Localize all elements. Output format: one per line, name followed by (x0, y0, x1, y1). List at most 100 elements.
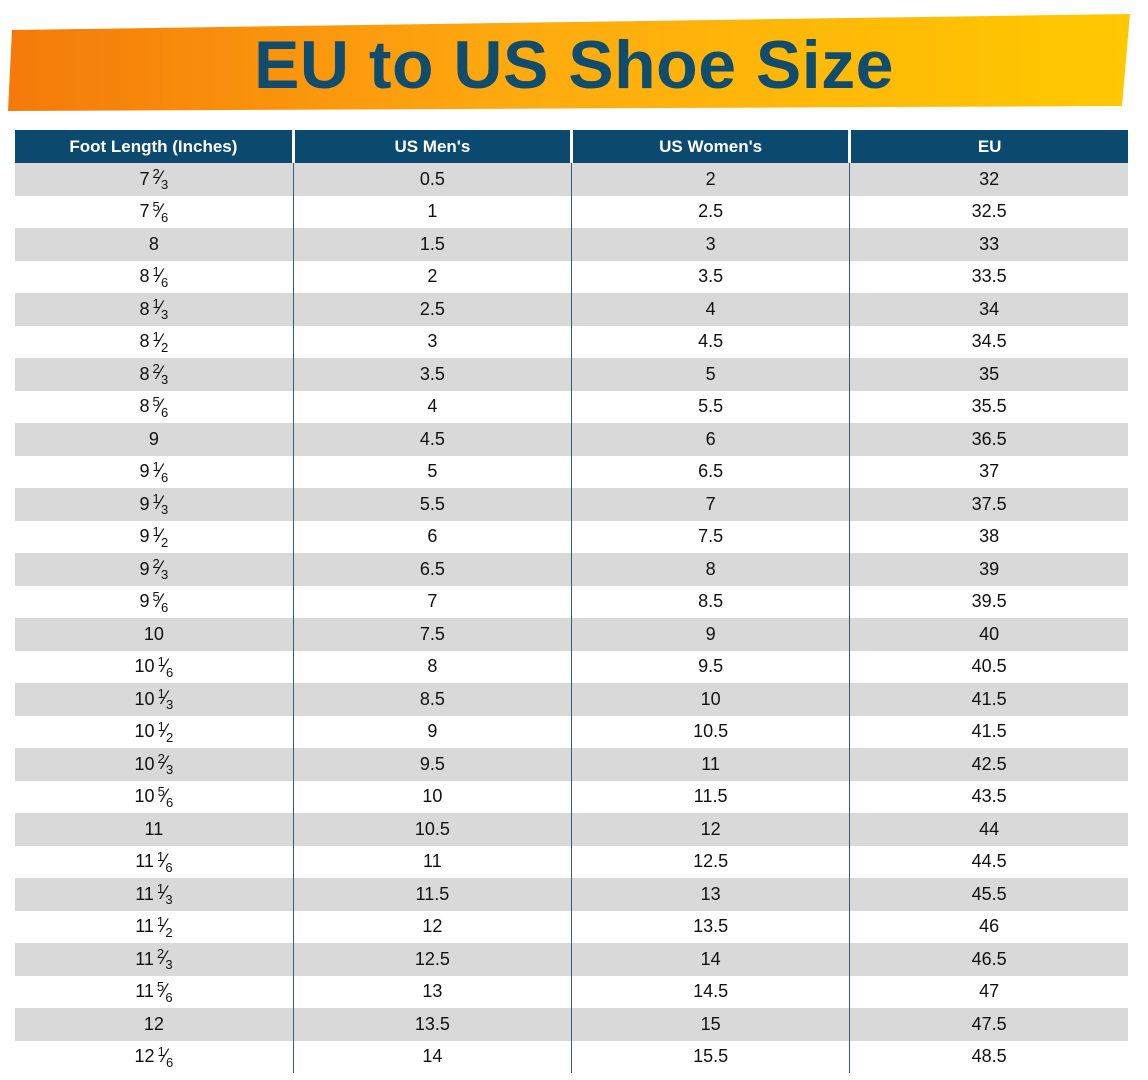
foot-length-fraction: 1⁄3 (157, 881, 173, 907)
fraction-denominator: 3 (165, 957, 173, 973)
cell-eu: 36.5 (849, 423, 1128, 456)
cell-eu: 41.5 (849, 715, 1128, 748)
foot-length-whole: 9 (139, 461, 150, 482)
cell-foot-length: 10 1⁄2 (15, 715, 294, 748)
cell-us-womens: 7 (570, 488, 850, 521)
cell-eu: 34.5 (849, 325, 1128, 358)
fraction-numerator: 1 (157, 718, 165, 734)
foot-length-whole: 7 (139, 201, 150, 222)
fraction-denominator: 3 (165, 892, 173, 908)
cell-eu: 46 (849, 910, 1128, 943)
cell-us-mens: 5.5 (292, 488, 572, 521)
cell-us-womens: 6 (570, 423, 850, 456)
table-row: 11 10.5 12 44 (15, 813, 1128, 846)
table-row: 9 1⁄6 5 6.5 37 (15, 455, 1128, 488)
table-row: 8 2⁄3 3.5 5 35 (15, 358, 1128, 391)
cell-us-womens: 2 (570, 163, 850, 196)
fraction-slash: ⁄ (158, 525, 162, 547)
foot-length-fraction: 1⁄3 (153, 491, 169, 517)
cell-us-mens: 4 (292, 390, 572, 423)
table-row: 11 5⁄6 13 14.5 47 (15, 975, 1128, 1008)
foot-length-fraction: 1⁄2 (158, 719, 174, 745)
fraction-slash: ⁄ (158, 460, 162, 482)
foot-length-whole: 10 (134, 656, 155, 677)
cell-us-mens: 0.5 (292, 163, 572, 196)
fraction-denominator: 2 (165, 729, 174, 745)
fraction-slash: ⁄ (163, 688, 167, 710)
foot-length-fraction: 2⁄3 (153, 166, 169, 192)
fraction-slash: ⁄ (158, 330, 162, 352)
cell-us-mens: 14 (292, 1040, 572, 1073)
foot-length-whole: 8 (139, 298, 150, 319)
cell-foot-length: 9 1⁄6 (15, 455, 294, 488)
header-us-womens: US Women's (569, 130, 850, 163)
cell-us-womens: 6.5 (570, 455, 850, 488)
foot-length-whole: 9 (139, 493, 150, 514)
foot-length-whole: 11 (144, 818, 164, 839)
fraction-denominator: 6 (165, 794, 174, 810)
table-row: 7 5⁄6 1 2.5 32.5 (15, 195, 1128, 228)
fraction-numerator: 5 (152, 393, 160, 409)
cell-us-mens: 2.5 (292, 293, 572, 326)
fraction-slash: ⁄ (163, 915, 167, 937)
cell-eu: 39.5 (849, 585, 1128, 618)
cell-eu: 37 (849, 455, 1128, 488)
fraction-slash: ⁄ (158, 558, 162, 580)
foot-length-fraction: 1⁄2 (157, 914, 173, 940)
cell-eu: 40.5 (849, 650, 1128, 683)
foot-length-fraction: 2⁄3 (158, 751, 174, 777)
fraction-slash: ⁄ (163, 655, 167, 677)
fraction-numerator: 5 (152, 588, 160, 604)
cell-us-womens: 7.5 (570, 520, 850, 553)
fraction-slash: ⁄ (163, 785, 167, 807)
cell-us-mens: 6.5 (292, 553, 572, 586)
fraction-slash: ⁄ (163, 1045, 167, 1067)
table-row: 9 2⁄3 6.5 8 39 (15, 553, 1128, 586)
foot-length-fraction: 1⁄6 (158, 1044, 174, 1070)
foot-length-whole: 11 (135, 883, 154, 904)
fraction-numerator: 2 (152, 361, 160, 377)
foot-length-whole: 12 (143, 1013, 164, 1034)
cell-us-mens: 12.5 (292, 943, 572, 976)
cell-us-womens: 15.5 (570, 1040, 850, 1073)
foot-length-fraction: 1⁄6 (158, 654, 174, 680)
foot-length-whole: 11 (135, 916, 154, 937)
cell-us-mens: 9.5 (292, 748, 572, 781)
fraction-denominator: 6 (165, 859, 173, 875)
fraction-numerator: 1 (152, 523, 160, 539)
cell-us-womens: 12 (570, 813, 850, 846)
cell-foot-length: 11 1⁄3 (15, 878, 294, 911)
foot-length-whole: 10 (134, 688, 155, 709)
fraction-numerator: 1 (156, 848, 165, 864)
cell-us-womens: 10 (570, 683, 850, 716)
fraction-denominator: 3 (165, 762, 174, 778)
fraction-denominator: 6 (165, 1054, 174, 1070)
fraction-slash: ⁄ (163, 753, 167, 775)
fraction-numerator: 5 (157, 783, 165, 799)
foot-length-fraction: 1⁄3 (153, 296, 169, 322)
header-foot-length: Foot Length (Inches) (15, 130, 294, 163)
fraction-denominator: 2 (165, 924, 173, 940)
cell-foot-length: 10 (15, 618, 294, 651)
cell-eu: 32.5 (849, 195, 1128, 228)
banner-background (8, 14, 1130, 111)
cell-us-mens: 3 (292, 325, 572, 358)
foot-length-whole: 8 (139, 266, 150, 287)
fraction-slash: ⁄ (158, 590, 162, 612)
fraction-numerator: 5 (152, 198, 160, 214)
fraction-numerator: 2 (156, 946, 165, 962)
fraction-denominator: 3 (160, 307, 169, 323)
cell-eu: 35 (849, 358, 1128, 391)
cell-eu: 41.5 (849, 683, 1128, 716)
header-row: Foot Length (Inches) US Men's US Women's… (15, 130, 1128, 163)
table-row: 10 7.5 9 40 (15, 618, 1128, 651)
cell-foot-length: 8 1⁄3 (15, 293, 294, 326)
cell-foot-length: 9 2⁄3 (15, 553, 294, 586)
cell-us-mens: 5 (292, 455, 572, 488)
cell-us-womens: 11.5 (570, 780, 850, 813)
table-row: 8 1⁄3 2.5 4 34 (15, 293, 1128, 326)
cell-us-mens: 1.5 (292, 228, 572, 261)
cell-us-mens: 8 (292, 650, 572, 683)
foot-length-fraction: 2⁄3 (153, 361, 169, 387)
cell-us-womens: 11 (570, 748, 850, 781)
